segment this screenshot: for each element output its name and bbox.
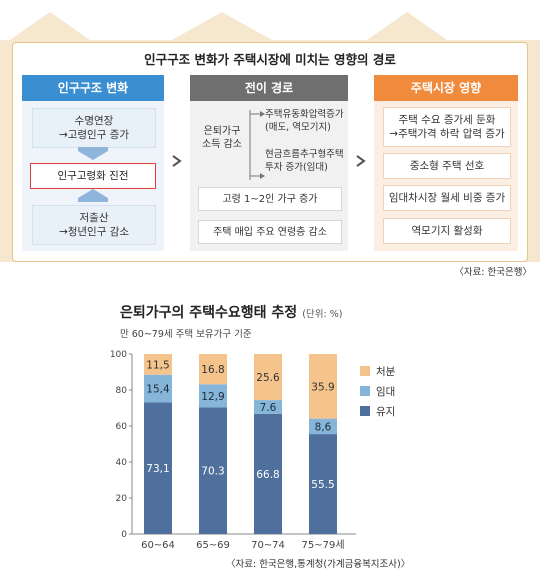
bar-segment-임대	[144, 374, 172, 403]
bar-value-label: 12,9	[201, 391, 224, 403]
x-tick-label: 75~79세	[301, 539, 344, 551]
arrow-down-icon	[78, 147, 108, 160]
bar-segment-유지	[199, 407, 227, 534]
chevron-right-icon	[172, 155, 182, 167]
legend-swatch	[360, 406, 370, 416]
stacked-bar-chart: 0 20 40 60 80 100 73,1 15,4 11,5 60~64 70.3 12,9 16.…	[110, 350, 396, 551]
bar-segment-임대	[309, 418, 337, 435]
bar-segment-처분	[199, 354, 227, 385]
col1-aging-box: 인구고령화 진전	[30, 163, 156, 189]
col3-header: 주택시장 영향	[374, 75, 518, 101]
chart-title: 은퇴가구의 주택수요행태 추정	[120, 305, 298, 321]
bar-segment-유지	[309, 434, 337, 534]
col3-reversemortgage-box: 역모기지 활성화	[383, 218, 511, 244]
legend-label: 유지	[376, 406, 395, 418]
bar-segment-유지	[144, 402, 172, 534]
bar-value-label: 66.8	[256, 469, 279, 481]
bar-value-label: 73,1	[146, 463, 169, 475]
bar-value-label: 15,4	[146, 384, 170, 396]
col2-header: 전이 경로	[190, 75, 348, 101]
x-tick-label: 60~64	[141, 540, 175, 551]
y-tick-label: 80	[116, 386, 128, 396]
bar-segment-유지	[254, 413, 282, 534]
chevron-right-icon	[356, 155, 366, 167]
legend-swatch	[360, 386, 370, 396]
col1-longevity-box: 수명연장 →고령인구 증가	[32, 108, 156, 148]
branch-connector	[249, 110, 265, 180]
chart-subtitle: 만 60~79세 주택 보유가구 기준	[120, 329, 252, 340]
bar-segment-처분	[144, 354, 172, 375]
col2-single-household-box: 고령 1~2인 가구 증가	[198, 187, 342, 211]
bar-segment-처분	[254, 354, 282, 401]
chart-source: 〈자료: 한국은행,통계청(가계금융복지조사)〉	[226, 559, 411, 570]
col2-branch2: 현금흐름추구형주택 투자 증가(임대)	[265, 149, 344, 173]
bar-value-label: 8,6	[315, 421, 332, 433]
bar-value-label: 11,5	[146, 359, 169, 371]
y-tick-label: 60	[116, 422, 128, 432]
bar-segment-임대	[199, 384, 227, 408]
bar-value-label: 55.5	[311, 479, 334, 491]
col2-buyer-decline-box: 주택 매입 주요 연령층 감소	[198, 220, 342, 244]
bar-value-label: 25.6	[256, 372, 280, 384]
y-tick-label: 0	[121, 530, 127, 540]
bar-value-label: 70.3	[201, 466, 224, 478]
col2-branch1: 주택유동화압력증가 (매도, 역모기지)	[265, 109, 344, 133]
col1-lowbirth-box: 저출산 →청년인구 감소	[32, 205, 156, 245]
x-tick-label: 70~74	[251, 540, 285, 551]
col3-smallhouse-box: 중소형 주택 선호	[383, 153, 511, 179]
legend-swatch	[360, 366, 370, 376]
chart-unit: (단위: %)	[302, 309, 343, 320]
bar-value-label: 16.8	[201, 364, 224, 376]
legend-label: 처분	[376, 366, 396, 378]
y-tick-label: 100	[110, 350, 127, 360]
col2-left-label: 은퇴가구 소득 감소	[202, 126, 242, 150]
chart-title-row: 은퇴가구의 주택수요행태 추정 (단위: %)	[120, 302, 342, 322]
diagram-title: 인구구조 변화가 주택시장에 미치는 영향의 경로	[144, 52, 396, 67]
bar-value-label: 7.6	[260, 402, 277, 414]
bar-segment-처분	[309, 354, 337, 419]
col3-monthlyrent-box: 임대차시장 월세 비중 증가	[383, 185, 511, 211]
bar-segment-임대	[254, 400, 282, 414]
col1-header: 인구구조 변화	[22, 75, 164, 101]
y-tick-label: 40	[116, 458, 128, 468]
col3-demand-box: 주택 수요 증가세 둔화 →주택가격 하락 압력 증가	[383, 107, 511, 147]
legend-label: 임대	[376, 385, 395, 398]
arrow-up-icon	[78, 189, 108, 202]
bar-value-label: 35.9	[311, 381, 334, 393]
y-tick-label: 20	[116, 494, 128, 504]
diagram-source: 〈자료: 한국은행〉	[454, 267, 532, 278]
x-tick-label: 65~69	[196, 540, 230, 551]
